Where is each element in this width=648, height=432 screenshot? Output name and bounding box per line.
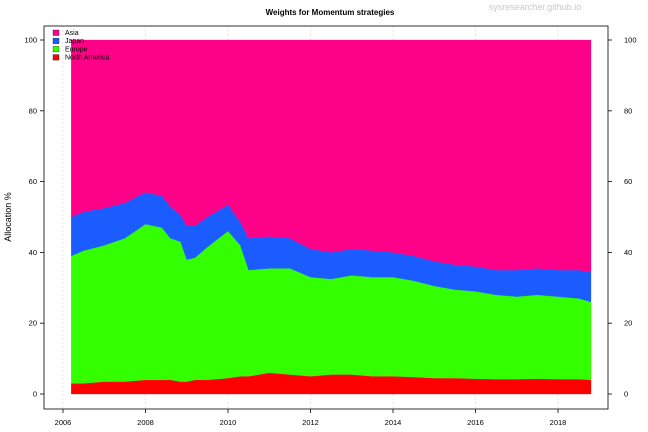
y-tick-label-left-80: 80	[29, 106, 37, 115]
x-tick-label-2016: 2016	[467, 418, 484, 427]
y-tick-label-left-20: 20	[29, 319, 37, 328]
legend-label-asia: Asia	[65, 30, 79, 37]
y-tick-label-left-100: 100	[24, 36, 37, 45]
x-tick-label-2010: 2010	[220, 418, 237, 427]
stacked-areas	[71, 39, 592, 395]
plot-frame	[43, 25, 609, 410]
y-tick-label-right-0: 0	[624, 390, 628, 399]
x-tick-label-2012: 2012	[302, 418, 319, 427]
y-tick-label-right-100: 100	[624, 36, 637, 45]
legend-label-japan: Japan	[65, 38, 84, 45]
axes: 0 0 20 20 40 40 60 60 80 80 100 100 2006 2008 2010 2012…	[24, 36, 636, 428]
x-tick-label-2014: 2014	[385, 418, 402, 427]
y-axis-title: Allocation %	[3, 192, 13, 242]
y-tick-label-left-60: 60	[29, 177, 37, 186]
legend-swatch-north-america	[52, 54, 60, 61]
x-tick-label-2006: 2006	[55, 418, 72, 427]
watermark-text: sysresearcher.github.io	[489, 2, 582, 12]
y-tick-label-right-20: 20	[624, 319, 632, 328]
x-tick-label-2008: 2008	[137, 418, 154, 427]
x-tick-label-2018: 2018	[550, 418, 567, 427]
y-tick-label-right-40: 40	[624, 248, 632, 257]
area-asia	[71, 39, 592, 273]
y-tick-label-left-40: 40	[29, 248, 37, 257]
legend-label-north-america: North America	[65, 55, 109, 62]
chart-title: Weights for Momentum strategies	[266, 8, 395, 17]
legend-label-europe: Europe	[65, 46, 88, 53]
legend-swatch-japan	[52, 38, 60, 44]
y-tick-label-left-0: 0	[33, 390, 37, 399]
y-tick-label-right-80: 80	[624, 106, 632, 115]
legend-swatch-europe	[52, 46, 60, 53]
y-tick-label-right-60: 60	[624, 177, 632, 186]
legend-swatch-asia	[52, 29, 60, 36]
